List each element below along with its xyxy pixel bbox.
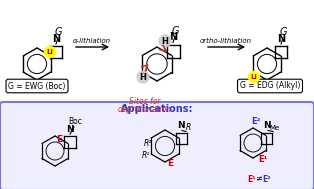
Text: G = EWG (Boc): G = EWG (Boc) xyxy=(8,81,66,91)
Text: R: R xyxy=(185,122,191,132)
Text: ortho-lithiation: ortho-lithiation xyxy=(200,38,252,44)
Circle shape xyxy=(159,35,171,47)
Text: Li: Li xyxy=(251,74,257,80)
Text: N: N xyxy=(52,34,60,44)
Text: Me: Me xyxy=(270,125,280,132)
Text: Boc: Boc xyxy=(68,117,82,126)
Text: N: N xyxy=(263,122,271,130)
Circle shape xyxy=(45,46,56,57)
Text: deprotonation: deprotonation xyxy=(118,105,172,114)
Text: α-lithiation: α-lithiation xyxy=(73,38,111,44)
Text: E¹: E¹ xyxy=(258,156,268,164)
Text: N: N xyxy=(177,122,185,130)
Text: G = EDG (Alkyl): G = EDG (Alkyl) xyxy=(240,81,300,91)
Text: H: H xyxy=(162,36,168,46)
Text: N: N xyxy=(277,34,285,44)
Text: N: N xyxy=(169,33,177,43)
Text: Applications:: Applications: xyxy=(121,104,193,114)
Text: E: E xyxy=(167,160,173,169)
FancyBboxPatch shape xyxy=(0,102,314,189)
Text: G: G xyxy=(279,27,287,37)
Text: Sites for: Sites for xyxy=(129,98,161,106)
Text: N: N xyxy=(66,125,74,134)
Text: G: G xyxy=(54,27,62,37)
Text: R¹: R¹ xyxy=(142,152,150,160)
Text: E¹: E¹ xyxy=(248,174,256,184)
Text: ≠: ≠ xyxy=(256,174,263,184)
Text: R²: R² xyxy=(144,139,152,147)
Circle shape xyxy=(248,71,259,83)
Text: E: E xyxy=(56,136,62,145)
Text: E²: E² xyxy=(251,116,261,125)
Text: G: G xyxy=(171,26,179,36)
Text: Li: Li xyxy=(46,49,53,55)
Circle shape xyxy=(137,71,149,83)
Text: H: H xyxy=(139,73,146,81)
Text: E²: E² xyxy=(263,174,271,184)
